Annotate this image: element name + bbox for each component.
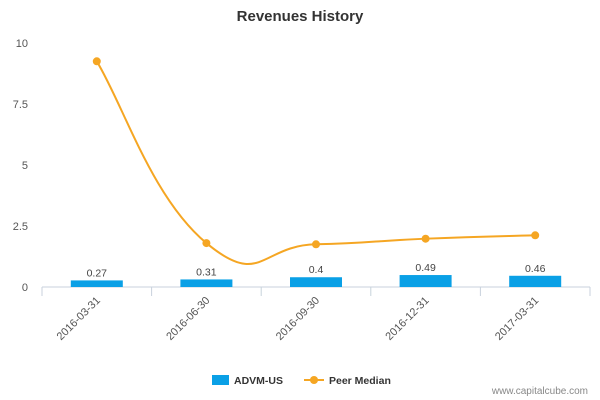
point-peer-median xyxy=(531,231,540,240)
bar-advm-us xyxy=(180,279,233,287)
y-tick-label: 5 xyxy=(22,160,28,172)
x-tick-label: 2016-06-30 xyxy=(164,295,212,343)
x-tick-label: 2016-09-30 xyxy=(274,295,322,343)
bar-data-label: 0.46 xyxy=(525,263,546,275)
y-tick-label: 7.5 xyxy=(13,99,28,111)
x-tick-label: 2017-03-31 xyxy=(493,295,541,343)
legend-swatch-advm-us xyxy=(212,375,229,385)
bar-data-label: 0.4 xyxy=(309,264,324,276)
point-peer-median xyxy=(92,57,101,66)
x-tick-label: 2016-12-31 xyxy=(383,295,431,343)
legend-marker-peer-median xyxy=(310,376,318,384)
chart-title: Revenues History xyxy=(237,8,364,25)
point-peer-median xyxy=(312,240,320,249)
bar-advm-us xyxy=(399,275,452,287)
line-series xyxy=(92,57,540,265)
bar-advm-us xyxy=(70,280,123,287)
point-peer-median xyxy=(421,234,430,243)
legend-label-peer-median: Peer Median xyxy=(329,375,391,387)
bar-data-label: 0.31 xyxy=(196,266,217,278)
bar-series: 0.27 0.31 0.4 0.49 0.46 xyxy=(70,262,562,287)
line-peer-median xyxy=(95,60,536,265)
x-tick-label: 2016-03-31 xyxy=(55,295,103,343)
y-tick-label: 10 xyxy=(16,38,28,50)
bar-advm-us xyxy=(509,275,562,287)
point-peer-median xyxy=(202,239,211,248)
legend-label-advm-us: ADVM-US xyxy=(234,375,283,387)
y-tick-label: 2.5 xyxy=(13,221,28,233)
bar-data-label: 0.27 xyxy=(87,267,108,279)
legend: ADVM-US Peer Median xyxy=(212,375,391,387)
watermark: www.capitalcube.com xyxy=(491,386,588,397)
bar-advm-us xyxy=(290,277,342,287)
x-axis: 2016-03-31 2016-06-30 2016-09-30 2016-12-31… xyxy=(41,286,591,343)
bar-data-label: 0.49 xyxy=(415,262,436,274)
y-axis: 0 2.5 5 7.5 10 xyxy=(13,38,28,294)
y-tick-label: 0 xyxy=(22,282,28,294)
